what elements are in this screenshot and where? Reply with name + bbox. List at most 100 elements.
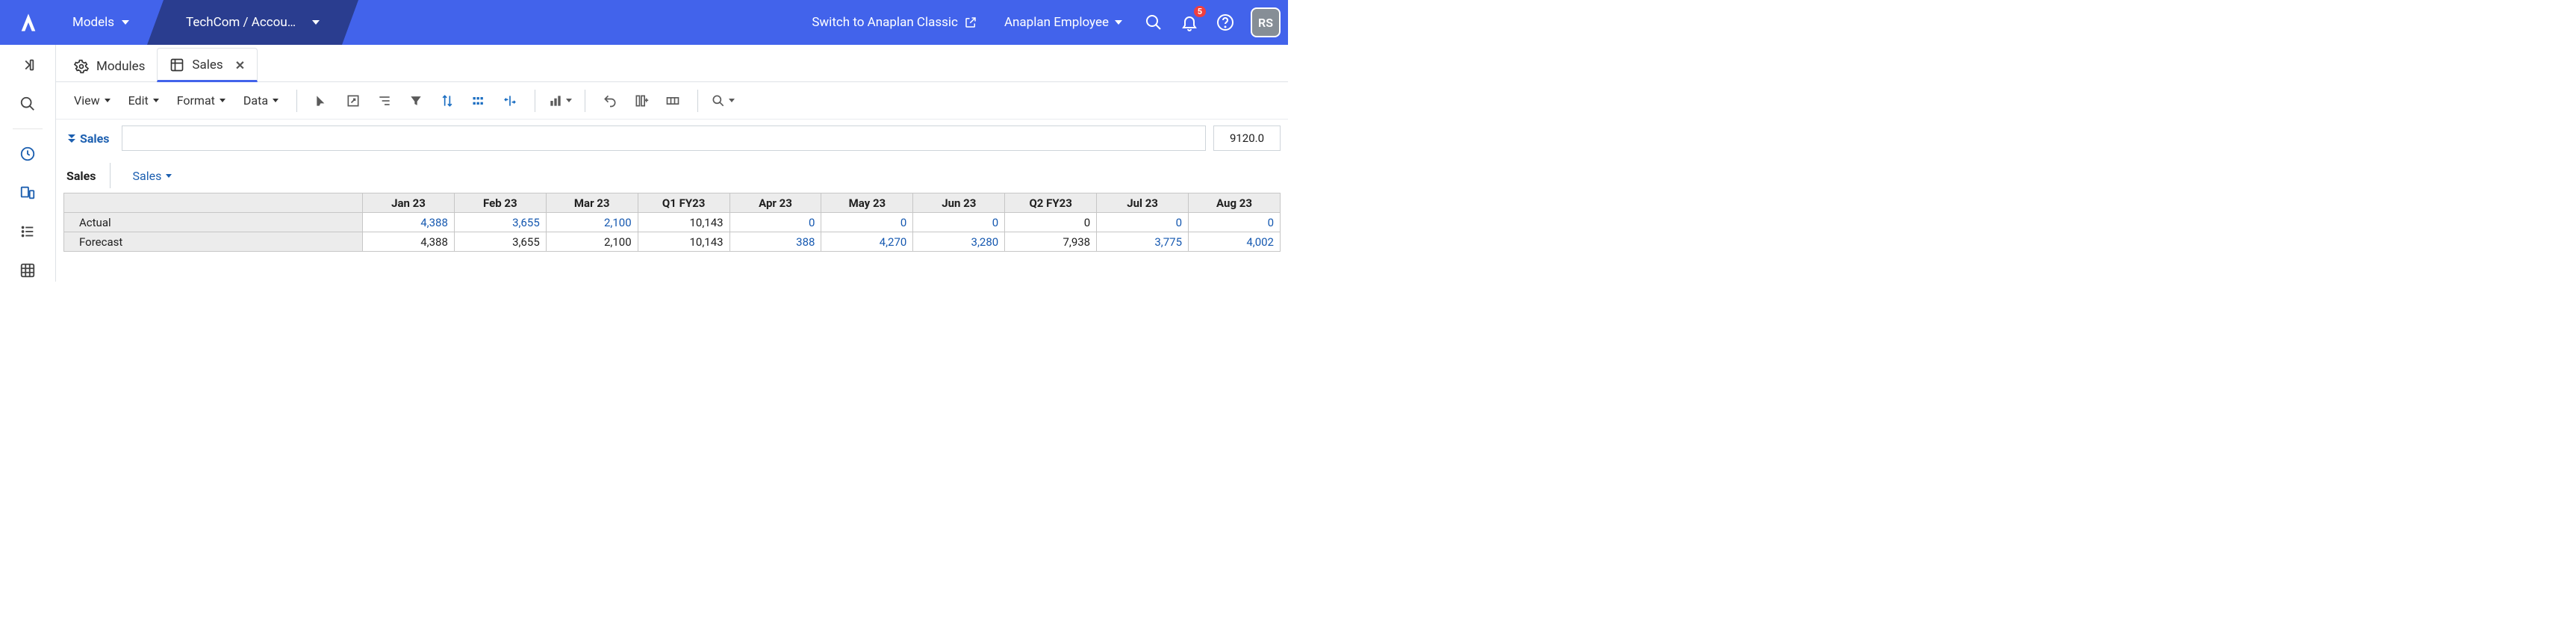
column-header[interactable]: Feb 23: [454, 193, 546, 213]
cell[interactable]: 10,143: [638, 213, 729, 232]
rail-modules-button[interactable]: [16, 259, 39, 282]
toolbar: View Edit Format Data: [56, 82, 1288, 120]
cell[interactable]: 0: [1097, 213, 1189, 232]
menu-data[interactable]: Data: [236, 89, 286, 112]
devices-icon: [19, 185, 36, 201]
cell[interactable]: 2,100: [546, 213, 638, 232]
column-header[interactable]: May 23: [821, 193, 913, 213]
list-icon: [19, 223, 36, 240]
cell[interactable]: 0: [913, 213, 1005, 232]
rail-collapse-button[interactable]: [16, 54, 39, 76]
chevron-down-icon: [220, 99, 225, 102]
menu-format[interactable]: Format: [169, 89, 233, 112]
switch-classic-link[interactable]: Switch to Anaplan Classic: [798, 0, 991, 45]
compare-button[interactable]: [496, 87, 524, 115]
top-bar: Models TechCom / Accou… Switch to Anapla…: [0, 0, 1288, 45]
cell[interactable]: 3,775: [1097, 232, 1189, 252]
breadcrumb[interactable]: TechCom / Accou…: [164, 0, 342, 45]
formula-input[interactable]: [122, 125, 1206, 151]
column-header[interactable]: Jan 23: [363, 193, 455, 213]
cell[interactable]: 7,938: [1005, 232, 1097, 252]
conditional-format-button[interactable]: [464, 87, 493, 115]
data-grid[interactable]: Jan 23Feb 23Mar 23Q1 FY23Apr 23May 23Jun…: [63, 193, 1281, 252]
close-icon[interactable]: ✕: [235, 58, 245, 72]
grid-icon: [19, 262, 36, 279]
column-header[interactable]: Aug 23: [1189, 193, 1281, 213]
cell[interactable]: 3,655: [454, 232, 546, 252]
menu-view[interactable]: View: [66, 89, 118, 112]
search-icon: [1145, 13, 1163, 31]
row-header[interactable]: Actual: [64, 213, 363, 232]
cell[interactable]: 0: [729, 213, 821, 232]
column-header[interactable]: Jun 23: [913, 193, 1005, 213]
help-button[interactable]: [1210, 7, 1240, 37]
switch-classic-label: Switch to Anaplan Classic: [812, 15, 958, 30]
cell[interactable]: 0: [1005, 213, 1097, 232]
breadcrumb-text: TechCom / Accou…: [186, 15, 296, 30]
find-button[interactable]: [709, 87, 737, 115]
menu-edit[interactable]: Edit: [121, 89, 167, 112]
notifications-button[interactable]: 5: [1175, 7, 1204, 37]
tab-sales[interactable]: Sales ✕: [157, 48, 258, 82]
rail-versions-button[interactable]: [16, 182, 39, 204]
cell[interactable]: 4,002: [1189, 232, 1281, 252]
sales-pill-label: Sales: [80, 131, 110, 146]
app-logo[interactable]: [0, 0, 56, 45]
models-menu[interactable]: Models: [56, 0, 146, 45]
cell[interactable]: 3,655: [454, 213, 546, 232]
column-header[interactable]: Q2 FY23: [1005, 193, 1097, 213]
cell[interactable]: 4,388: [363, 213, 455, 232]
freeze-panes-button[interactable]: [659, 87, 687, 115]
table-row: Forecast4,3883,6552,10010,1433884,2703,2…: [64, 232, 1281, 252]
export-button[interactable]: [339, 87, 367, 115]
chevron-down-icon: [729, 99, 735, 102]
tabs-bar: Modules Sales ✕: [56, 45, 1288, 82]
employee-label: Anaplan Employee: [1004, 15, 1109, 30]
sort-button[interactable]: [433, 87, 461, 115]
table-row: Actual4,3883,6552,10010,143000000: [64, 213, 1281, 232]
insert-column-button[interactable]: [627, 87, 656, 115]
cell[interactable]: 4,388: [363, 232, 455, 252]
row-header[interactable]: Forecast: [64, 232, 363, 252]
chevron-down-icon: [312, 20, 320, 25]
align-button[interactable]: [370, 87, 399, 115]
search-button[interactable]: [1139, 7, 1169, 37]
search-icon: [19, 96, 36, 112]
tab-modules[interactable]: Modules: [62, 50, 157, 81]
cell[interactable]: 3,280: [913, 232, 1005, 252]
chevron-down-icon: [153, 99, 159, 102]
chart-button[interactable]: [546, 87, 574, 115]
formula-row: Sales 9120.0: [56, 120, 1288, 157]
employee-menu[interactable]: Anaplan Employee: [991, 0, 1136, 45]
sales-pill[interactable]: Sales: [63, 131, 114, 146]
select-tool-button[interactable]: [308, 87, 336, 115]
filter-button[interactable]: [402, 87, 430, 115]
column-header[interactable]: Mar 23: [546, 193, 638, 213]
notification-badge: 5: [1194, 6, 1206, 17]
cell[interactable]: 0: [1189, 213, 1281, 232]
cell[interactable]: 2,100: [546, 232, 638, 252]
data-grid-wrap: Jan 23Feb 23Mar 23Q1 FY23Apr 23May 23Jun…: [56, 193, 1288, 252]
undo-button[interactable]: [596, 87, 624, 115]
column-header[interactable]: Apr 23: [729, 193, 821, 213]
chevron-down-icon: [1115, 20, 1122, 25]
avatar[interactable]: RS: [1251, 7, 1281, 37]
rail-time-button[interactable]: [16, 143, 39, 165]
cell[interactable]: 388: [729, 232, 821, 252]
clock-icon: [19, 146, 36, 162]
double-chevron-down-icon: [68, 134, 75, 143]
rail-lists-button[interactable]: [16, 220, 39, 243]
rail-search-button[interactable]: [16, 93, 39, 115]
tab-modules-label: Modules: [96, 59, 145, 74]
models-label: Models: [72, 15, 114, 30]
table-corner: [64, 193, 363, 213]
cell[interactable]: 4,270: [821, 232, 913, 252]
column-header[interactable]: Jul 23: [1097, 193, 1189, 213]
column-header[interactable]: Q1 FY23: [638, 193, 729, 213]
cell[interactable]: 0: [821, 213, 913, 232]
cell[interactable]: 10,143: [638, 232, 729, 252]
dimension-label: Sales: [66, 169, 96, 183]
tab-sales-label: Sales: [192, 58, 223, 72]
grid-icon: [169, 58, 184, 72]
dimension-dropdown[interactable]: Sales: [133, 169, 172, 183]
